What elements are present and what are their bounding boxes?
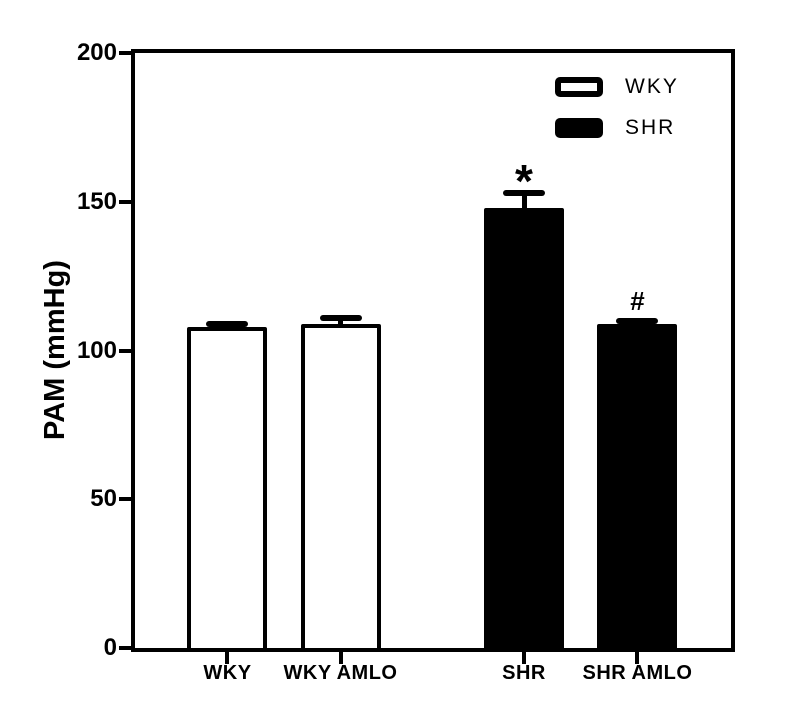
legend-item-shr: SHR: [555, 116, 679, 139]
error-bar-cap: [616, 317, 659, 324]
error-bar-cap: [319, 314, 362, 321]
y-tick-label-0: 0: [103, 634, 117, 661]
legend-swatch-wky: [555, 77, 603, 97]
bar-wky: [187, 326, 268, 652]
y-tick-label-150: 150: [76, 187, 117, 215]
y-tick-label-100: 100: [76, 336, 117, 364]
significance-hash: #: [630, 285, 645, 316]
significance-asterisk: *: [515, 154, 533, 207]
error-bar-cap: [206, 320, 249, 327]
y-axis-tick: [119, 348, 133, 353]
y-axis-tick: [119, 646, 133, 650]
x-axis-tick: [635, 652, 640, 664]
y-tick-label-200: 200: [76, 39, 117, 66]
x-axis-tick: [338, 652, 343, 664]
x-tick-label-wky-amlo: WKY AMLO: [283, 662, 398, 684]
error-bar-stem: [521, 194, 527, 209]
bar-shr-amlo: [597, 323, 678, 652]
y-axis-tick: [119, 199, 133, 204]
x-tick-label-wky: WKY: [203, 662, 252, 684]
error-bar-stem: [338, 319, 343, 325]
legend-label: WKY: [625, 75, 679, 98]
x-axis-tick: [225, 652, 230, 664]
y-axis-tick: [119, 51, 133, 55]
legend-item-wky: WKY: [555, 75, 679, 98]
x-axis-tick: [522, 652, 526, 664]
x-tick-label-shr-amlo: SHR AMLO: [582, 662, 693, 684]
legend-swatch-shr: [555, 118, 603, 138]
bar-shr: [484, 207, 564, 652]
y-axis-tick: [119, 497, 133, 502]
error-bar-cap: [503, 189, 545, 196]
legend-label: SHR: [625, 116, 676, 139]
x-tick-label-shr: SHR: [502, 662, 546, 684]
y-tick-label-50: 50: [90, 485, 117, 513]
bar-wky-amlo: [300, 323, 381, 652]
legend: WKY SHR: [555, 75, 679, 159]
